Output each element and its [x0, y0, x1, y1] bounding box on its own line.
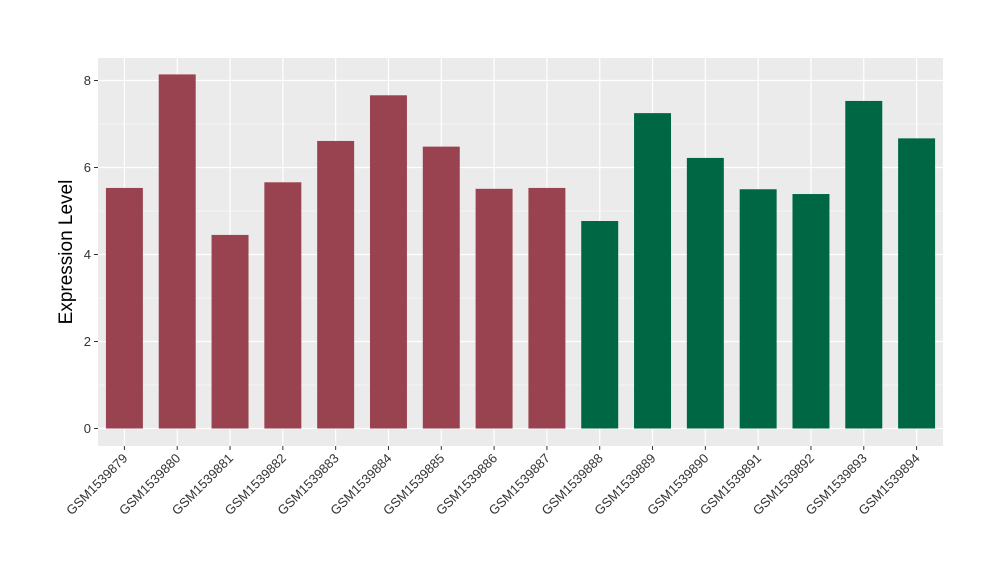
y-tick-label: 6: [84, 160, 91, 175]
bar-GSM1539885: [422, 146, 460, 429]
bar-GSM1539894: [898, 138, 936, 429]
bar-GSM1539888: [581, 221, 619, 429]
y-axis: 0 2 4 6 8: [84, 73, 98, 436]
y-tick-label: 2: [84, 334, 91, 349]
bar-GSM1539879: [105, 187, 143, 429]
bar-GSM1539882: [264, 182, 302, 429]
bar-GSM1539883: [317, 140, 355, 429]
y-tick-label: 8: [84, 73, 91, 88]
bar-GSM1539890: [686, 157, 724, 429]
bar-GSM1539881: [211, 234, 249, 429]
bar-GSM1539891: [739, 189, 777, 429]
y-tick-label: 0: [84, 421, 91, 436]
bars-group: [105, 74, 936, 429]
x-axis: GSM1539879GSM1539880GSM1539881GSM1539882…: [63, 446, 923, 518]
bar-GSM1539880: [158, 74, 196, 429]
bar-GSM1539893: [845, 100, 883, 429]
bar-GSM1539889: [634, 113, 672, 429]
bar-GSM1539892: [792, 194, 830, 429]
y-axis-title: Expression Level: [56, 180, 77, 325]
bar-GSM1539887: [528, 187, 566, 429]
bar-GSM1539884: [369, 95, 407, 429]
y-tick-label: 4: [84, 247, 91, 262]
bar-GSM1539886: [475, 188, 513, 429]
